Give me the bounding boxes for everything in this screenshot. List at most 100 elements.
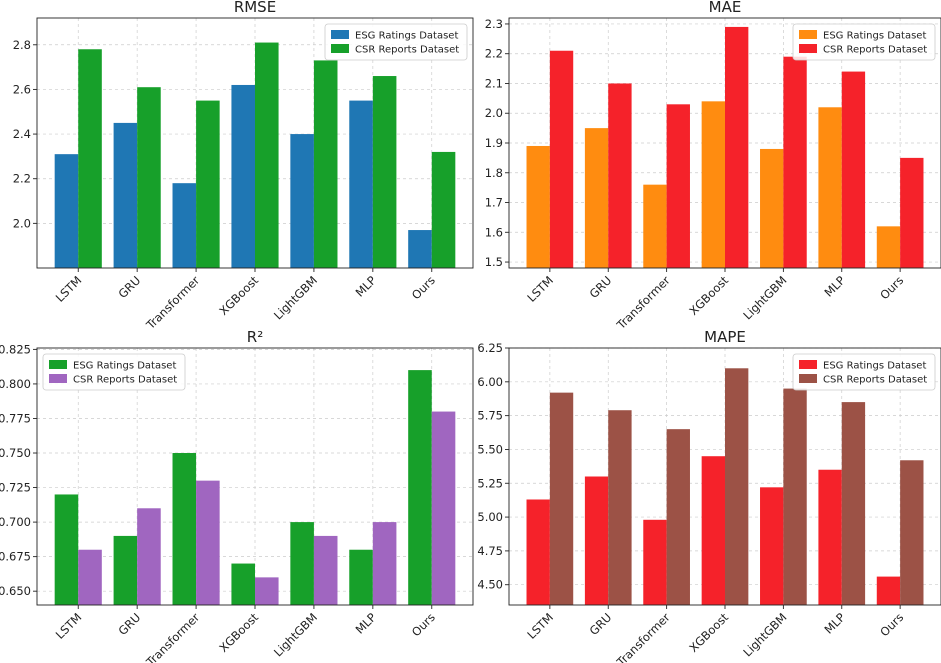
chart-2-category-label-6: Ours (409, 610, 438, 639)
chart-1-ytick-label-4: 1.9 (485, 136, 503, 150)
chart-1-bar-0-5 (818, 107, 842, 269)
chart-0-category-label-0: LSTM (53, 273, 85, 305)
chart-1-bar-1-0 (549, 50, 574, 268)
chart-3-bar-0-2 (643, 519, 667, 605)
chart-0-bar-1-2 (196, 100, 220, 268)
chart-0-category-label-2: Transformer (143, 273, 203, 333)
chart-2-bar-1-5 (372, 522, 397, 605)
chart-2-frame (36, 347, 474, 606)
chart-2-ytick-label-4: 0.750 (0, 446, 31, 460)
chart-3-category-label-4: LightGBM (740, 610, 789, 659)
chart-1-ytick-label-5: 2.0 (485, 106, 503, 120)
chart-3-category-label-1: GRU (587, 610, 615, 638)
chart-1-bar-1-4 (783, 56, 807, 268)
chart-0-legend-swatch-0 (331, 30, 349, 39)
chart-0-category-label-1: GRU (115, 273, 143, 301)
chart-0-bar-0-3 (231, 84, 255, 268)
chart-0-bar-0-1 (113, 122, 138, 269)
chart-3-ytick-label-4: 5.50 (477, 442, 503, 456)
chart-2-title: R² (247, 328, 263, 346)
chart-1-category-label-6: Ours (877, 273, 906, 302)
chart-1-bar-1-5 (841, 71, 866, 268)
chart-0-ytick-label-1: 2.2 (13, 172, 31, 186)
chart-0-category-label-5: MLP (353, 273, 379, 299)
chart-1-title: MAE (709, 0, 742, 16)
chart-1-bar-0-2 (643, 184, 667, 268)
chart-3-bar-0-3 (701, 456, 725, 605)
chart-0-ytick-label-4: 2.8 (13, 38, 31, 52)
chart-0-title: RMSE (234, 0, 276, 16)
chart-3-ytick-label-2: 5.00 (477, 510, 503, 524)
chart-3-legend-swatch-1 (799, 374, 817, 383)
chart-1-bar-1-6 (900, 157, 924, 268)
chart-2-category-label-5: MLP (353, 610, 379, 636)
chart-1-ytick-label-2: 1.7 (485, 196, 503, 210)
chart-1-legend-swatch-0 (799, 30, 817, 39)
chart-0-bar-0-4 (290, 134, 314, 268)
chart-2-category-label-2: Transformer (143, 610, 203, 663)
chart-3-bar-1-2 (666, 429, 690, 605)
chart-2-category-label-0: LSTM (53, 610, 85, 642)
chart-1-bar-0-0 (526, 145, 550, 268)
chart-2-ytick-label-0: 0.650 (0, 584, 31, 598)
chart-1-legend-box (792, 23, 936, 61)
chart-3-bar-0-0 (526, 499, 550, 605)
chart-3-ytick-label-5: 5.75 (477, 409, 503, 423)
chart-0-bar-1-0 (78, 49, 102, 268)
chart-2-bar-1-0 (78, 549, 102, 605)
chart-0-ytick-label-2: 2.4 (13, 127, 31, 141)
chart-3-bar-1-4 (783, 388, 807, 605)
chart-2-ytick-label-7: 0.825 (0, 342, 31, 356)
chart-1-ytick-label-0: 1.5 (485, 255, 503, 269)
chart-0-bar-0-6 (408, 230, 432, 268)
chart-1-bar-0-3 (701, 101, 725, 268)
chart-1-ytick-label-3: 1.8 (485, 166, 503, 180)
chart-2-bar-0-1 (113, 535, 138, 605)
chart-3-bar-1-5 (841, 402, 866, 605)
chart-1-legend-swatch-1 (799, 44, 817, 53)
chart-3-legend-swatch-0 (799, 360, 817, 369)
chart-0-ytick-label-3: 2.6 (13, 82, 31, 96)
chart-3-category-label-5: MLP (822, 610, 848, 636)
chart-3-bar-0-6 (876, 576, 901, 605)
chart-2-legend-swatch-1 (49, 374, 67, 383)
chart-0-legend-label-0: ESG Ratings Dataset (355, 31, 458, 42)
chart-1-group: 1.5 1.6 1.7 1.8 1.9 2.0 2.1 2.2 2.3 LSTM GRU Transf… (485, 0, 941, 333)
chart-1-legend-label-0: ESG Ratings Dataset (823, 31, 926, 42)
chart-3-bar-1-1 (608, 410, 632, 605)
chart-0-category-label-3: XGBoost (216, 273, 261, 318)
chart-0-frame (36, 17, 474, 269)
chart-1-category-label-0: LSTM (524, 273, 556, 305)
chart-3-frame (508, 347, 941, 606)
chart-2-legend-label-1: CSR Reports Dataset (73, 375, 177, 386)
chart-0-bar-1-4 (313, 60, 338, 269)
chart-3-group: 4.50 4.75 5.00 5.25 5.50 5.75 6.00 6.25 LSTM GRU T… (477, 328, 941, 663)
chart-2-bar-0-3 (231, 563, 255, 605)
chart-0-legend-box (324, 23, 468, 61)
chart-3-category-label-2: Transformer (613, 610, 673, 663)
chart-3-bar-1-6 (900, 460, 924, 605)
chart-1-category-label-1: GRU (587, 273, 615, 301)
chart-0-bar-1-3 (255, 42, 279, 268)
chart-3-ytick-label-0: 4.50 (477, 578, 503, 592)
chart-1-bar-0-6 (876, 226, 901, 268)
chart-3-category-label-6: Ours (877, 610, 906, 639)
chart-2-bar-0-5 (349, 549, 373, 605)
chart-2-bar-1-6 (431, 411, 456, 605)
chart-2-bar-0-2 (172, 453, 197, 605)
chart-0-bar-0-2 (172, 183, 197, 268)
chart-1-frame (508, 17, 941, 269)
chart-2-ytick-label-5: 0.775 (0, 411, 31, 425)
chart-3-bar-1-0 (549, 392, 574, 605)
chart-2-legend-label-0: ESG Ratings Dataset (73, 361, 176, 372)
chart-2-bar-1-4 (313, 535, 338, 605)
chart-3-ytick-label-3: 5.25 (477, 476, 503, 490)
chart-3-bar-1-3 (725, 368, 749, 605)
chart-2-ytick-label-1: 0.675 (0, 550, 31, 564)
chart-0-category-label-6: Ours (409, 273, 438, 302)
chart-2-ytick-label-3: 0.725 (0, 481, 31, 495)
chart-3-title: MAPE (704, 328, 746, 346)
chart-1-bar-1-1 (608, 83, 632, 268)
chart-2-legend-swatch-0 (49, 360, 67, 369)
